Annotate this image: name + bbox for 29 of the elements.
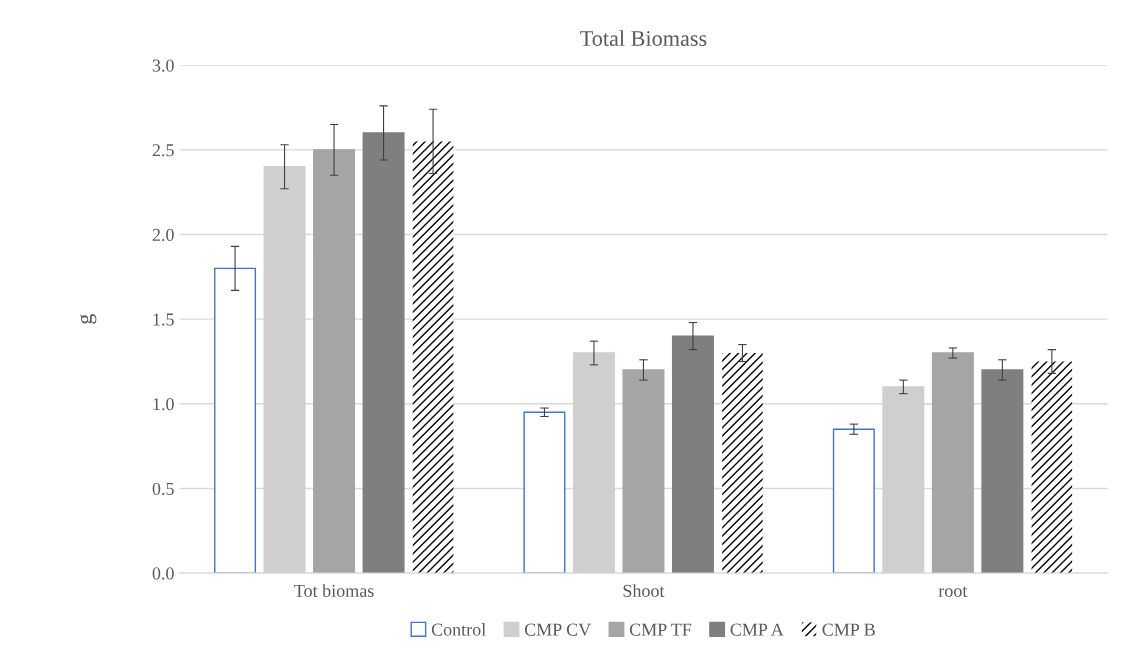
bar [313,149,356,574]
bar [214,267,257,574]
x-tick-label: Tot biomas [294,584,374,597]
bar [832,428,875,574]
bar [362,132,405,574]
bar [981,369,1024,574]
y-tick-label: 1.0 [153,398,174,411]
legend-label: Control [431,623,486,636]
chart-title: Total Biomass [580,30,707,46]
y-tick-label: 0.0 [152,567,174,580]
bar [1031,361,1073,574]
y-tick-label: 0.5 [152,482,174,495]
bar [722,353,763,574]
bar [671,335,714,574]
y-tick-label: 1.5 [153,313,174,326]
y-tick-label: 2.5 [152,144,174,157]
bar [412,141,454,574]
legend-label: CMP TF [629,623,692,636]
legend-label: CMP B [822,623,875,636]
legend-label: CMP A [730,623,784,636]
bar [622,369,665,574]
legend-label: CMP CV [524,623,591,636]
x-tick-label: Shoot [623,584,665,597]
x-tick-label: root [938,586,968,597]
y-axis-title: g [80,314,97,324]
bar [523,411,566,574]
y-tick-label: 2.0 [152,228,174,242]
bar [931,352,974,574]
y-tick-label: 3.0 [152,59,174,72]
